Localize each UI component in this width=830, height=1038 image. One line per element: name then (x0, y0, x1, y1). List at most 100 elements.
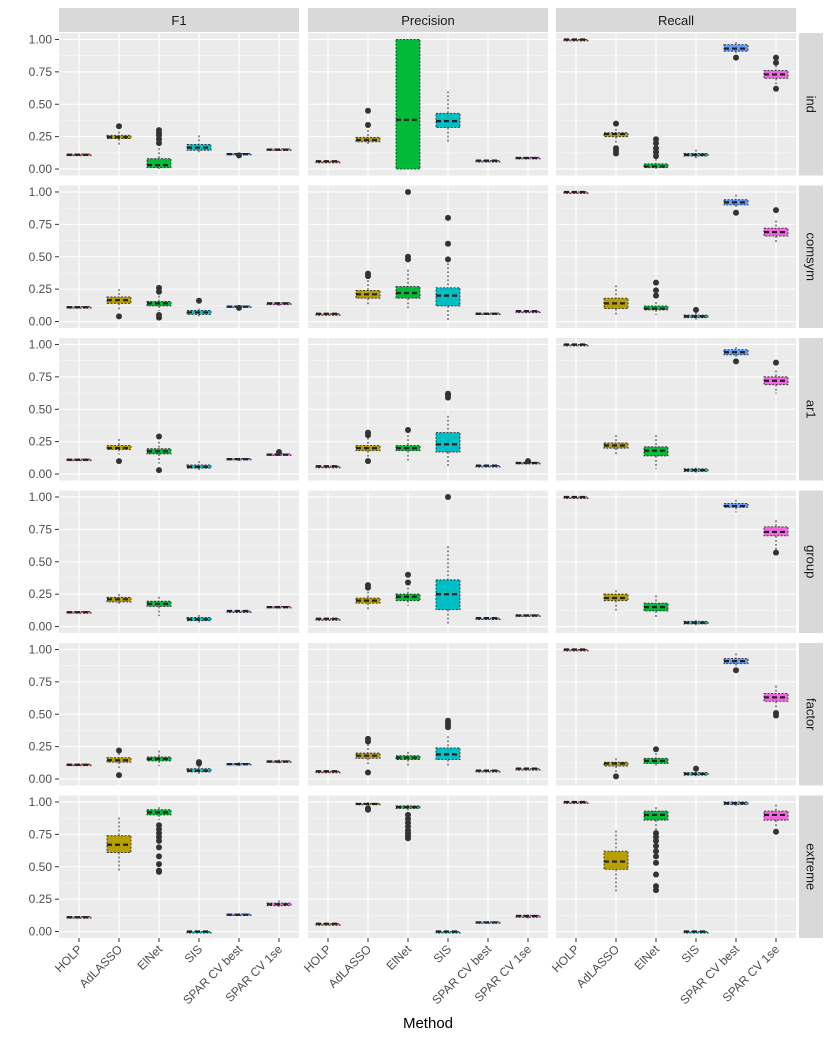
outlier-point (405, 426, 411, 433)
box-sis (186, 135, 212, 154)
box-adlasso (355, 735, 381, 776)
box-spar-cv-1se (763, 207, 789, 244)
outlier-point (365, 270, 371, 277)
outlier-point (613, 773, 619, 780)
outlier-point (236, 152, 242, 159)
box-adlasso (106, 289, 132, 320)
y-tick-label: 0.00 (29, 772, 53, 786)
outlier-point (156, 853, 162, 860)
box-holp (66, 153, 92, 157)
box-adlasso (106, 123, 132, 146)
x-tick-label: HOLP (52, 942, 85, 975)
box-spar-cv-best (475, 617, 501, 621)
box-holp (315, 160, 341, 164)
box-holp (315, 617, 341, 621)
box-holp (66, 458, 92, 462)
box-holp (315, 770, 341, 774)
outlier-point (773, 549, 779, 556)
y-tick-label: 0.00 (29, 620, 53, 634)
strip-label-recall: Recall (658, 13, 694, 28)
box-spar-cv-1se (266, 900, 292, 907)
box-adlasso (106, 439, 132, 465)
strip-extreme (799, 795, 823, 938)
x-tick-label: SIS (431, 942, 455, 966)
box-elnet (146, 807, 172, 875)
scenario-strips: ind comsym ar1 group factor extreme (799, 33, 823, 938)
box-spar-cv-1se (266, 605, 292, 609)
outlier-point (445, 240, 451, 247)
box-adlasso (603, 758, 629, 780)
box-spar-cv-1se (515, 914, 541, 919)
outlier-point (693, 306, 699, 313)
outlier-point (405, 253, 411, 260)
outlier-point (613, 145, 619, 152)
panel-group-f1 (59, 490, 299, 633)
box-holp (315, 922, 341, 926)
outlier-point (405, 579, 411, 586)
y-tick-label: 0.50 (29, 250, 53, 264)
strip-label-comsym: comsym (804, 233, 819, 281)
box-adlasso (355, 107, 381, 146)
outlier-point (116, 772, 122, 779)
outlier-point (773, 709, 779, 716)
outlier-point (653, 136, 659, 143)
panel-extreme-recall (556, 795, 796, 938)
outlier-point (653, 292, 659, 299)
box-spar-cv-best (475, 312, 501, 316)
outlier-point (156, 433, 162, 440)
outlier-point (365, 121, 371, 128)
outlier-point (405, 811, 411, 818)
box-adlasso (106, 747, 132, 779)
outlier-point (365, 735, 371, 742)
box-sis (683, 765, 709, 777)
outlier-point (733, 358, 739, 365)
outlier-point (196, 759, 202, 766)
outlier-point (365, 805, 371, 812)
box-spar-cv-1se (515, 614, 541, 617)
outlier-point (525, 458, 531, 465)
outlier-point (236, 304, 242, 311)
box-elnet (146, 433, 172, 474)
panel-extreme-f1 (59, 795, 299, 938)
box-sis (435, 493, 461, 626)
box-holp (563, 648, 589, 652)
box-elnet (146, 750, 172, 767)
outlier-point (196, 297, 202, 304)
box-spar-cv-best (723, 801, 749, 806)
box-spar-cv-best (475, 159, 501, 163)
strip-label-extreme: extreme (804, 843, 819, 890)
box-adlasso (603, 590, 629, 611)
box-adlasso (603, 830, 629, 893)
box-adlasso (603, 435, 629, 456)
box-adlasso (106, 817, 132, 872)
outlier-point (116, 123, 122, 130)
box-holp (315, 465, 341, 469)
box-adlasso (603, 285, 629, 317)
x-tick-label: ElNet (383, 942, 414, 973)
box-spar-cv-best (226, 913, 252, 916)
strip-recall (556, 8, 796, 32)
box-spar-cv-best (226, 152, 252, 159)
box-sis (683, 149, 709, 159)
box-sis (683, 620, 709, 626)
outlier-point (445, 390, 451, 397)
panel-factor-f1 (59, 643, 299, 786)
outlier-point (445, 717, 451, 724)
box-elnet (643, 435, 669, 469)
box-elnet (395, 426, 421, 462)
panel-ar1-f1 (59, 338, 299, 481)
outlier-point (156, 284, 162, 291)
y-tick-label: 0.00 (29, 467, 53, 481)
box-holp (563, 343, 589, 347)
y-tick-label: 0.75 (29, 827, 53, 841)
y-tick-label: 1.00 (29, 490, 53, 504)
strip-label-precision: Precision (401, 13, 454, 28)
outlier-point (653, 871, 659, 878)
box-holp (66, 611, 92, 614)
outlier-point (405, 188, 411, 195)
outlier-point (653, 287, 659, 294)
box-elnet (643, 136, 669, 170)
outlier-point (445, 256, 451, 263)
y-tick-label: 1.00 (29, 337, 53, 351)
